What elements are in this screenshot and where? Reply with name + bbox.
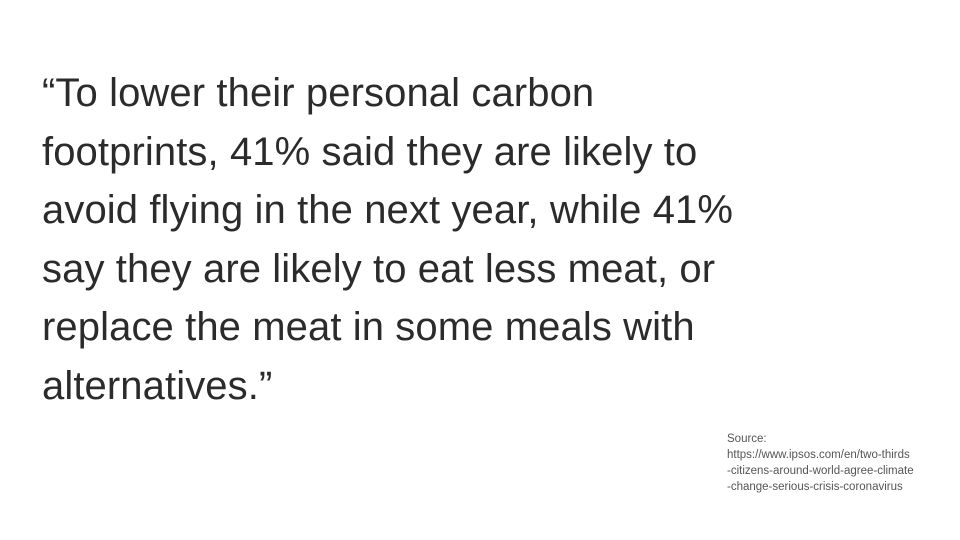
source-citation: Source: https://www.ipsos.com/en/two-thi… bbox=[727, 431, 952, 495]
quote-line: footprints, 41% said they are likely to bbox=[42, 129, 698, 174]
quote-line: avoid flying in the next year, while 41% bbox=[42, 188, 734, 232]
quote-text: “To lower their personal carbon footprin… bbox=[42, 64, 902, 415]
source-label: Source: bbox=[727, 433, 767, 445]
quote-line: say they are likely to eat less meat, or bbox=[42, 246, 716, 291]
quote-line: replace the meat in some meals with bbox=[42, 305, 695, 349]
source-url-line: -change-serious-crisis-coronavirus bbox=[727, 481, 903, 493]
quote-line: alternatives.” bbox=[42, 363, 273, 408]
source-url-line: https://www.ipsos.com/en/two-thirds bbox=[727, 449, 910, 461]
quote-line: “To lower their personal carbon bbox=[42, 71, 595, 115]
source-url-line: -citizens-around-world-agree-climate bbox=[727, 465, 914, 477]
